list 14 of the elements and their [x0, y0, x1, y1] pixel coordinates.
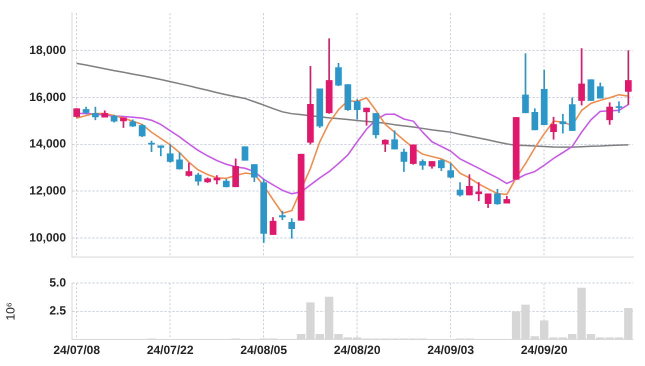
x-tick-label: 24/08/20: [334, 343, 381, 358]
y-tick-label: 18,000: [29, 42, 66, 57]
y-tick-label: 12,000: [29, 184, 66, 198]
x-tick-label: 24/09/03: [427, 343, 474, 358]
y-axis-title: 10⁶: [4, 302, 18, 321]
y-tick-label: 16,000: [29, 90, 66, 104]
x-tick-label: 24/09/20: [520, 343, 568, 358]
x-tick-label: 24/07/08: [53, 343, 100, 358]
x-tick-label: 24/07/22: [146, 343, 194, 358]
y-tick-label: 14,000: [29, 136, 66, 151]
y-tick-label: 2.5: [49, 304, 66, 318]
y-tick-label: 5.0: [49, 276, 66, 290]
y-tick-label: 10,000: [29, 230, 66, 244]
x-tick-label: 24/08/05: [240, 343, 288, 358]
